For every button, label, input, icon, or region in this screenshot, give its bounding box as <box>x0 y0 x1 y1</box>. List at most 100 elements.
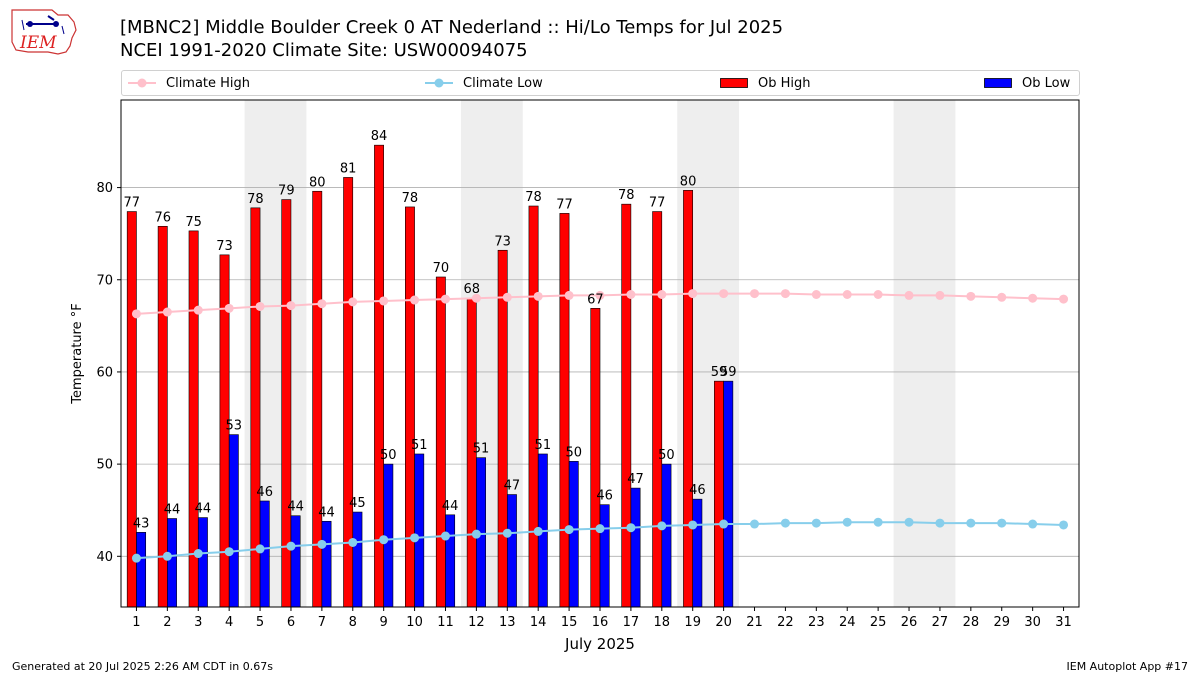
x-tick-label-30: 30 <box>1024 615 1041 630</box>
climate-high-point-17 <box>626 290 636 300</box>
ob-high-swatch <box>720 78 748 88</box>
ob-high-label-8: 81 <box>340 161 357 176</box>
climate-low-line <box>136 521 1064 560</box>
ob-high-bar-12 <box>466 297 477 608</box>
ob-low-bar-1 <box>136 532 147 608</box>
climate-low-point-23 <box>811 518 821 528</box>
x-tick-label-4: 4 <box>225 615 233 630</box>
climate-low-point-15 <box>564 525 574 535</box>
ob-high-bar-6 <box>281 199 292 608</box>
climate-low-point-26 <box>904 517 914 527</box>
climate-high-point-16 <box>595 290 605 300</box>
x-tick-label-23: 23 <box>808 615 825 630</box>
ob-high-label-5: 78 <box>247 192 264 207</box>
ob-low-label-19: 46 <box>689 483 706 498</box>
climate-high-point-19 <box>688 289 698 299</box>
x-tick-label-22: 22 <box>777 615 794 630</box>
climate-lines <box>131 289 1069 563</box>
ob-high-bar-7 <box>312 190 323 608</box>
climate-high-point-3 <box>193 305 203 315</box>
climate-high-point-23 <box>811 290 821 300</box>
climate-high-point-7 <box>317 299 327 309</box>
x-tick-label-24: 24 <box>839 615 856 630</box>
x-tick-label-6: 6 <box>287 615 295 630</box>
ob-high-bar-15 <box>559 213 570 608</box>
climate-low-point-24 <box>842 517 852 527</box>
chart-subtitle: NCEI 1991-2020 Climate Site: USW00094075 <box>120 40 528 61</box>
ob-low-bar-5 <box>259 500 270 608</box>
ob-high-bar-17 <box>621 203 632 608</box>
x-tick-label-17: 17 <box>623 615 640 630</box>
ob-low-bar-6 <box>290 515 301 608</box>
ob-high-bar-9 <box>374 144 384 608</box>
climate-low-point-22 <box>780 518 790 528</box>
ob-low-swatch <box>984 78 1012 88</box>
ob-high-label-9: 84 <box>371 129 388 144</box>
ob-high-bar-8 <box>343 177 354 608</box>
x-tick-label-14: 14 <box>530 615 547 630</box>
ob-low-bar-13 <box>506 494 517 608</box>
climate-low-point-10 <box>410 533 420 543</box>
ob-low-label-9: 50 <box>380 448 397 463</box>
ob-high-bar-10 <box>405 206 415 608</box>
ob-low-bar-14 <box>537 453 548 608</box>
ob-high-bar-20 <box>714 380 724 608</box>
chart-title: [MBNC2] Middle Boulder Creek 0 AT Nederl… <box>120 17 784 38</box>
climate-high-point-24 <box>842 290 852 300</box>
x-tick-label-9: 9 <box>380 615 388 630</box>
climate-low-point-19 <box>688 520 698 530</box>
ob-low-label-3: 44 <box>195 502 212 517</box>
ob-high-bar-1 <box>126 211 137 608</box>
ob-low-label-17: 47 <box>627 472 644 487</box>
ob-high-bar-5 <box>250 207 261 608</box>
x-tick-label-8: 8 <box>349 615 357 630</box>
ob-high-label-7: 80 <box>309 175 326 190</box>
climate-low-point-5 <box>255 544 265 554</box>
climate-high-point-20 <box>719 289 729 299</box>
climate-low-point-27 <box>935 518 945 528</box>
climate-high-point-12 <box>471 293 481 303</box>
climate-high-point-15 <box>564 290 574 300</box>
climate-low-point-6 <box>286 541 296 551</box>
climate-high-point-13 <box>502 292 512 302</box>
legend-label-ob-low: Ob Low <box>1022 75 1071 91</box>
ob-high-label-3: 75 <box>185 215 202 230</box>
climate-low-point-9 <box>379 535 389 545</box>
ob-low-label-4: 53 <box>226 419 243 434</box>
x-tick-label-18: 18 <box>654 615 671 630</box>
climate-high-point-28 <box>966 291 976 301</box>
legend-item-climate-high: Climate High <box>128 71 250 95</box>
y-tick-label-40: 40 <box>96 550 113 565</box>
legend-item-ob-low: Ob Low <box>984 71 1070 95</box>
x-tick-label-21: 21 <box>746 615 763 630</box>
ob-low-bar-17 <box>630 487 641 608</box>
x-tick-label-13: 13 <box>499 615 516 630</box>
ob-high-label-2: 76 <box>154 210 171 225</box>
legend-label-ob-high: Ob High <box>758 75 811 91</box>
ob-high-label-17: 78 <box>618 188 635 203</box>
x-tick-label-1: 1 <box>132 615 140 630</box>
ob-high-bar-16 <box>590 308 601 608</box>
climate-high-point-25 <box>873 290 883 300</box>
climate-high-point-21 <box>750 289 760 299</box>
legend-item-climate-low: Climate Low <box>425 71 543 95</box>
weekend-band-2 <box>460 100 523 607</box>
ob-high-bar-14 <box>528 205 539 608</box>
climate-high-point-29 <box>997 292 1007 302</box>
ob-high-bar-13 <box>497 249 508 608</box>
ob-low-bar-7 <box>321 520 332 608</box>
x-tick-label-12: 12 <box>468 615 485 630</box>
weekend-shading <box>244 100 956 607</box>
climate-high-point-1 <box>131 309 141 319</box>
climate-low-point-12 <box>471 529 481 539</box>
bar-value-labels: 77 76 75 73 78 79 80 81 84 78 70 68 73 78 77 67 78 77 80 59… <box>124 129 737 531</box>
ob-low-bar-11 <box>445 514 456 608</box>
x-tick-label-19: 19 <box>684 615 701 630</box>
ob-low-bar-4 <box>228 434 239 608</box>
climate-low-point-3 <box>193 549 203 559</box>
y-tick-label-60: 60 <box>96 365 113 380</box>
climate-low-point-21 <box>750 519 760 529</box>
climate-high-point-27 <box>935 290 945 300</box>
